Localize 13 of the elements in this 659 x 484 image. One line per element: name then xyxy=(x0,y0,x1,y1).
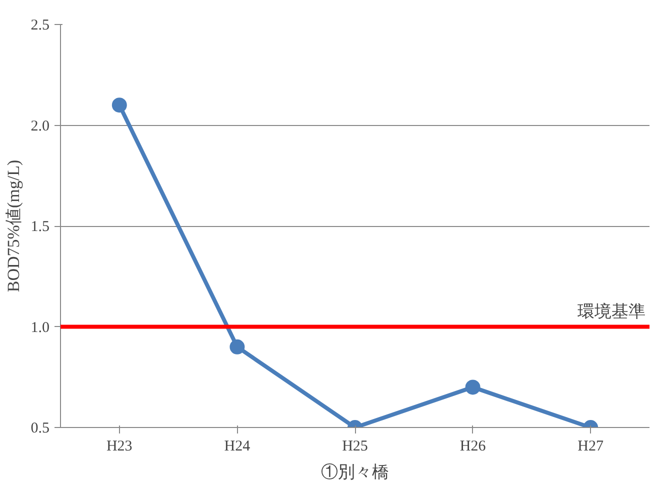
x-tick-label: H24 xyxy=(224,438,251,454)
y-tick-label: 0.5 xyxy=(30,420,50,436)
y-tick-label: 1.0 xyxy=(30,320,50,336)
x-tick-label: H25 xyxy=(342,438,368,454)
x-tick-label: H23 xyxy=(106,438,132,454)
x-tick-label: H27 xyxy=(578,438,604,454)
y-tick-label: 2.0 xyxy=(30,118,50,134)
y-axis-title: BOD75%値(mg/L) xyxy=(4,160,23,292)
ref-line-label: 環境基準 xyxy=(578,302,646,321)
y-tick-label: 1.5 xyxy=(30,219,50,235)
x-axis-title: ①別々橋 xyxy=(321,462,389,482)
y-tick-label: 2.5 xyxy=(30,18,50,34)
x-tick-label: H26 xyxy=(460,438,486,454)
